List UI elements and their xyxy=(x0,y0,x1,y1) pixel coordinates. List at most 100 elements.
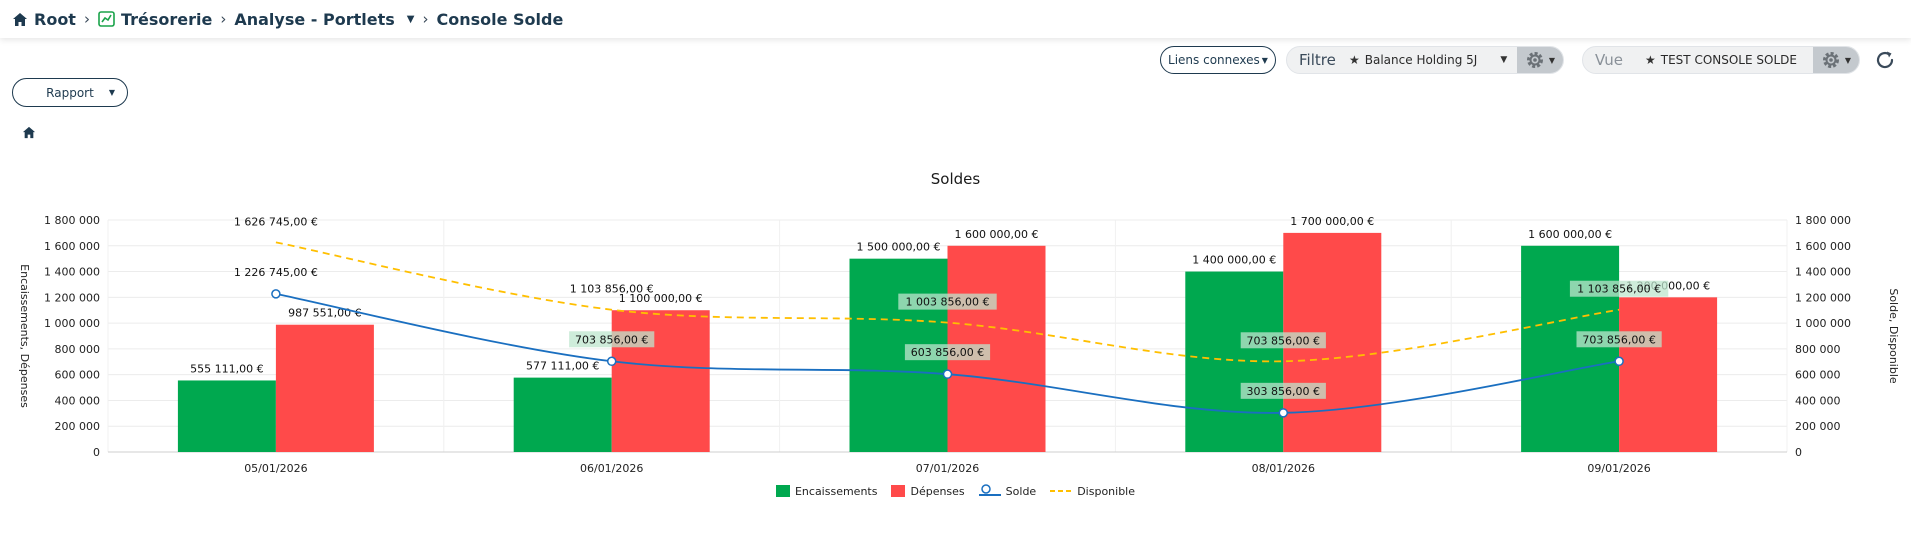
legend-line-swatch xyxy=(978,484,1001,496)
y-tick-right: 1 000 000 xyxy=(1795,317,1851,330)
y-tick-right: 800 000 xyxy=(1795,343,1841,356)
bar-encaissements xyxy=(513,377,612,452)
chart-legend: Encaissements Dépenses Solde Disponible xyxy=(0,484,1911,498)
caret-down-icon: ▼ xyxy=(108,88,115,97)
data-label-disponible-bg xyxy=(1569,280,1669,297)
y-tick-left: 1 600 000 xyxy=(44,240,100,253)
vue-value: TEST CONSOLE SOLDE xyxy=(1660,53,1797,67)
y-tick-right: 1 200 000 xyxy=(1795,291,1851,304)
y-tick-right: 400 000 xyxy=(1795,394,1841,407)
y-tick-right: 0 xyxy=(1795,446,1802,459)
y-tick-left: 1 200 000 xyxy=(44,291,100,304)
line-disponible xyxy=(275,241,1620,363)
legend-item-encaissements[interactable]: Encaissements xyxy=(775,484,878,498)
home-icon xyxy=(13,12,27,26)
point-solde xyxy=(1278,408,1289,418)
x-tick-label: 09/01/2026 xyxy=(1587,462,1650,475)
y-tick-right: 1 800 000 xyxy=(1795,214,1851,227)
data-label-encaissements: 577 111,00 € xyxy=(526,360,599,373)
top-bar: Root › Trésorerie › Analyse - Portlets ▼… xyxy=(0,0,1911,38)
breadcrumb-current-label: Console Solde xyxy=(436,9,564,29)
data-label-solde-bg xyxy=(569,331,655,348)
data-label-solde-bg xyxy=(1240,382,1326,399)
data-label-disponible-bg xyxy=(1240,332,1326,349)
breadcrumb-tresorerie-label: Trésorerie xyxy=(120,9,213,29)
data-label-solde: 1 226 745,00 € xyxy=(234,266,318,279)
bar-encaissements xyxy=(177,380,276,452)
point-solde xyxy=(606,356,617,367)
bar-encaissements xyxy=(1521,245,1620,452)
vue-label: Vue xyxy=(1595,51,1623,69)
breadcrumb-analyse-label: Analyse - Portlets xyxy=(234,9,395,29)
point-solde xyxy=(271,289,281,299)
caret-down-icon: ▼ xyxy=(1261,55,1268,65)
bar-depenses xyxy=(1619,297,1718,452)
y-tick-right: 200 000 xyxy=(1795,420,1841,433)
legend-swatch xyxy=(775,485,790,497)
rapport-button[interactable]: Rapport ▼ xyxy=(12,78,128,107)
star-icon: ★ xyxy=(1645,53,1656,67)
home-icon[interactable] xyxy=(22,126,36,139)
legend-swatch xyxy=(891,485,906,497)
y-tick-right: 1 600 000 xyxy=(1795,240,1851,253)
rapport-label: Rapport xyxy=(46,85,94,100)
data-label-depenses: 1 100 000,00 € xyxy=(619,292,703,305)
caret-down-icon: ▼ xyxy=(1844,55,1852,65)
data-label-solde: 703 856,00 € xyxy=(575,333,648,346)
filtre-group: Filtre ★ Balance Holding 5J ▼ ▼ xyxy=(1286,46,1564,74)
filtre-settings-button[interactable]: ▼ xyxy=(1517,47,1563,73)
chevron-right-icon: › xyxy=(83,10,90,28)
gear-icon xyxy=(1822,52,1839,68)
caret-down-icon: ▼ xyxy=(1548,55,1556,65)
vue-settings-button[interactable]: ▼ xyxy=(1813,47,1859,73)
data-label-solde-bg xyxy=(904,344,991,361)
data-label-encaissements: 1 500 000,00 € xyxy=(857,241,941,254)
breadcrumb-current: Console Solde xyxy=(436,10,563,29)
breadcrumb-root[interactable]: Root xyxy=(12,10,76,29)
data-label-solde: 703 856,00 € xyxy=(1582,333,1655,346)
data-label-disponible: 1 003 856,00 € xyxy=(906,296,990,309)
data-label-disponible: 1 103 856,00 € xyxy=(570,283,654,296)
data-label-solde: 603 856,00 € xyxy=(911,346,984,359)
point-solde xyxy=(942,369,953,379)
legend-item-disponible[interactable]: Disponible xyxy=(1050,484,1135,498)
y-tick-left: 400 000 xyxy=(55,394,101,407)
data-label-disponible-bg xyxy=(898,293,997,310)
legend-item-depenses[interactable]: Dépenses xyxy=(891,484,965,498)
filtre-select[interactable]: ★ Balance Holding 5J ▼ xyxy=(1349,53,1507,67)
breadcrumb-analyse[interactable]: Analyse - Portlets ▼ xyxy=(234,10,414,29)
treasury-icon xyxy=(98,11,115,27)
chevron-right-icon: › xyxy=(220,10,227,28)
chevron-right-icon: › xyxy=(422,10,429,28)
legend-label: Disponible xyxy=(1077,484,1136,498)
data-label-depenses: 1 600 000,00 € xyxy=(955,228,1039,241)
filtre-label: Filtre xyxy=(1299,51,1336,69)
breadcrumb-tresorerie[interactable]: Trésorerie xyxy=(98,10,212,29)
filtre-value: Balance Holding 5J xyxy=(1364,53,1478,67)
data-label-disponible: 1 103 856,00 € xyxy=(1577,283,1661,296)
chart-title: Soldes xyxy=(930,170,981,188)
refresh-icon[interactable] xyxy=(1873,48,1897,72)
caret-down-icon: ▼ xyxy=(1500,55,1508,65)
y-tick-left: 1 800 000 xyxy=(44,214,100,227)
data-label-encaissements: 555 111,00 € xyxy=(190,362,263,375)
caret-down-icon[interactable]: ▼ xyxy=(406,13,415,25)
gear-icon xyxy=(1526,52,1543,68)
y-axis-title-left: Encaissements, Dépenses xyxy=(18,264,31,408)
y-tick-left: 800 000 xyxy=(55,343,101,356)
liens-connexes-label: Liens connexes xyxy=(1168,53,1260,67)
liens-connexes-button[interactable]: Liens connexes ▼ xyxy=(1160,46,1276,74)
legend-dash-swatch xyxy=(1050,490,1073,492)
data-label-depenses: 1 700 000,00 € xyxy=(1290,215,1374,228)
legend-label: Encaissements xyxy=(794,484,878,498)
y-tick-left: 1 000 000 xyxy=(44,317,100,330)
y-axis-title-right: Solde, Disponible xyxy=(1887,288,1900,384)
y-tick-left: 600 000 xyxy=(55,369,101,382)
y-tick-left: 1 400 000 xyxy=(44,266,100,279)
legend-item-solde[interactable]: Solde xyxy=(978,484,1037,498)
y-tick-left: 200 000 xyxy=(55,420,101,433)
legend-label: Solde xyxy=(1005,484,1037,498)
bar-depenses xyxy=(275,324,374,452)
breadcrumb-root-label: Root xyxy=(34,9,76,29)
